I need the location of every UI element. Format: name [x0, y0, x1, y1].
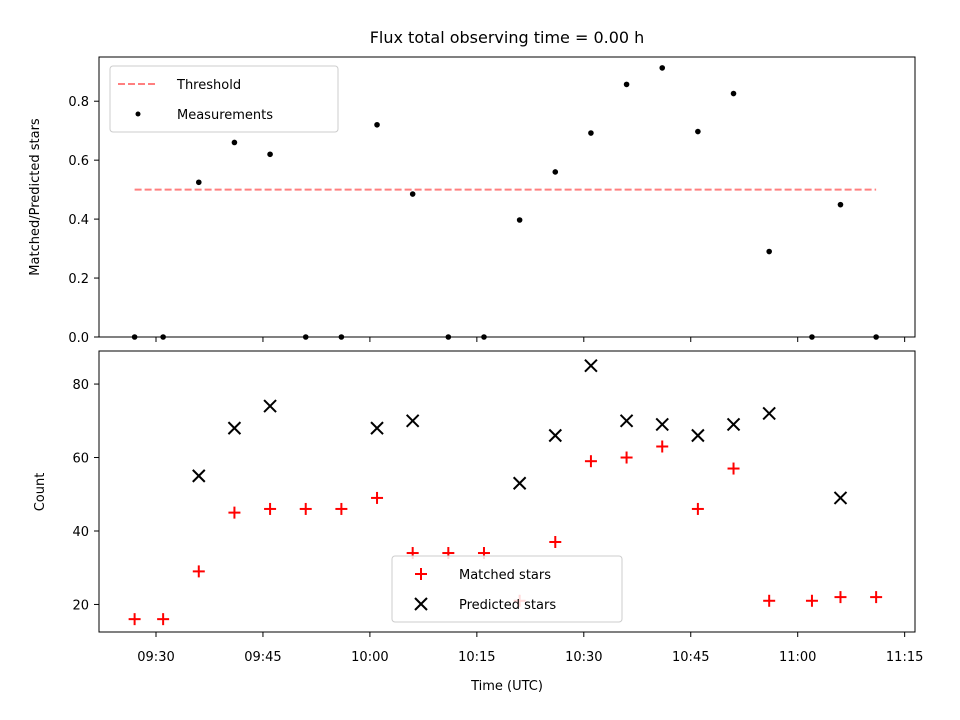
- bottom-axes-frame: [98, 350, 916, 633]
- bottom-y-tick-label: 20: [72, 598, 89, 613]
- predicted-star-point: [726, 417, 741, 432]
- top-y-tick-label: 0.2: [68, 272, 89, 287]
- matched-star-point: [870, 591, 883, 604]
- measurement-point: [623, 81, 630, 88]
- top-y-tick-label: 0.0: [68, 331, 89, 346]
- predicted-legend-label: Predicted stars: [459, 598, 556, 613]
- measurement-point: [588, 130, 594, 136]
- threshold-legend-label: Threshold: [176, 78, 241, 93]
- matched-star-point: [834, 591, 847, 604]
- measurement-point: [516, 217, 523, 223]
- matched-star-point: [549, 536, 562, 549]
- x-tick-label: 10:15: [458, 650, 495, 665]
- matched-star-point: [371, 491, 384, 504]
- matched-star-point: [691, 502, 704, 515]
- matched-star-point: [763, 594, 776, 607]
- x-tick-label: 09:30: [137, 650, 174, 665]
- predicted-star-point: [833, 491, 848, 505]
- matched-star-point: [584, 455, 597, 468]
- predicted-star-point: [584, 358, 598, 373]
- bottom-legend: Matched stars Predicted stars: [391, 555, 623, 623]
- measurement-point: [695, 128, 701, 135]
- measurement-point: [374, 121, 380, 128]
- predicted-legend-swatch: [414, 597, 428, 611]
- predicted-star-point: [227, 421, 242, 435]
- measurement-point: [267, 151, 273, 158]
- measurement-point: [659, 65, 666, 71]
- top-y-axis-label: Matched/Predicted stars: [28, 118, 43, 276]
- matched-legend-swatch: [415, 568, 427, 580]
- measurements-legend-label: Measurements: [177, 108, 273, 123]
- x-tick-label: 09:45: [244, 650, 281, 665]
- x-axis-label: Time (UTC): [470, 679, 543, 694]
- predicted-star-point: [370, 421, 384, 435]
- predicted-star-point: [655, 417, 669, 432]
- predicted-star-point: [619, 414, 634, 428]
- bottom-axis-ticks: 20 40 60 80 09:30 09:45 10:00 10:15 10:30 10:45 11…: [72, 378, 923, 665]
- measurement-point: [409, 191, 416, 197]
- predicted-star-point: [192, 469, 206, 483]
- measurements-legend-swatch: [135, 111, 141, 117]
- matched-legend-label: Matched stars: [459, 568, 551, 583]
- predicted-star-point: [762, 406, 776, 421]
- measurement-point: [766, 248, 772, 255]
- top-y-tick-label: 0.4: [68, 213, 89, 228]
- chart-title: Flux total observing time = 0.00 h: [370, 28, 645, 47]
- bottom-y-axis-label: Count: [33, 473, 48, 512]
- matched-star-point: [656, 440, 669, 453]
- predicted-star-point: [405, 414, 420, 428]
- predicted-star-point: [512, 476, 527, 490]
- matched-star-point: [128, 613, 141, 626]
- matched-star-point: [620, 451, 633, 464]
- matched-star-point: [157, 613, 170, 626]
- x-tick-label: 10:45: [672, 650, 709, 665]
- x-tick-label: 10:30: [565, 650, 602, 665]
- bottom-y-tick-label: 60: [72, 452, 89, 467]
- top-y-tick-label: 0.8: [68, 95, 89, 110]
- top-axis-ticks: 0.0 0.2 0.4 0.6 0.8: [68, 95, 906, 346]
- bottom-legend-box: [391, 555, 623, 623]
- x-tick-label: 10:00: [351, 650, 388, 665]
- bottom-y-tick-label: 40: [72, 525, 89, 540]
- top-legend: Threshold Measurements: [109, 65, 339, 133]
- top-legend-box: [109, 65, 339, 133]
- measurement-point: [837, 201, 844, 208]
- top-axes-frame: [98, 56, 916, 338]
- matched-star-point: [299, 502, 312, 515]
- bottom-y-tick-label: 80: [72, 378, 89, 393]
- measurement-point: [552, 169, 559, 175]
- matched-star-point: [228, 506, 241, 519]
- x-tick-label: 11:00: [779, 650, 816, 665]
- bottom-plot-area: [128, 358, 883, 626]
- predicted-star-point: [263, 399, 277, 413]
- matched-star-point: [192, 565, 205, 578]
- matched-star-point: [727, 462, 740, 475]
- matched-star-point: [264, 502, 277, 515]
- measurement-point: [730, 90, 737, 97]
- measurement-point: [231, 139, 238, 146]
- x-tick-label: 11:15: [886, 650, 923, 665]
- top-y-tick-label: 0.6: [68, 154, 89, 169]
- matched-star-point: [805, 594, 818, 607]
- matched-star-point: [335, 502, 348, 515]
- predicted-star-point: [548, 428, 562, 443]
- measurement-point: [195, 179, 202, 186]
- predicted-star-point: [691, 428, 705, 443]
